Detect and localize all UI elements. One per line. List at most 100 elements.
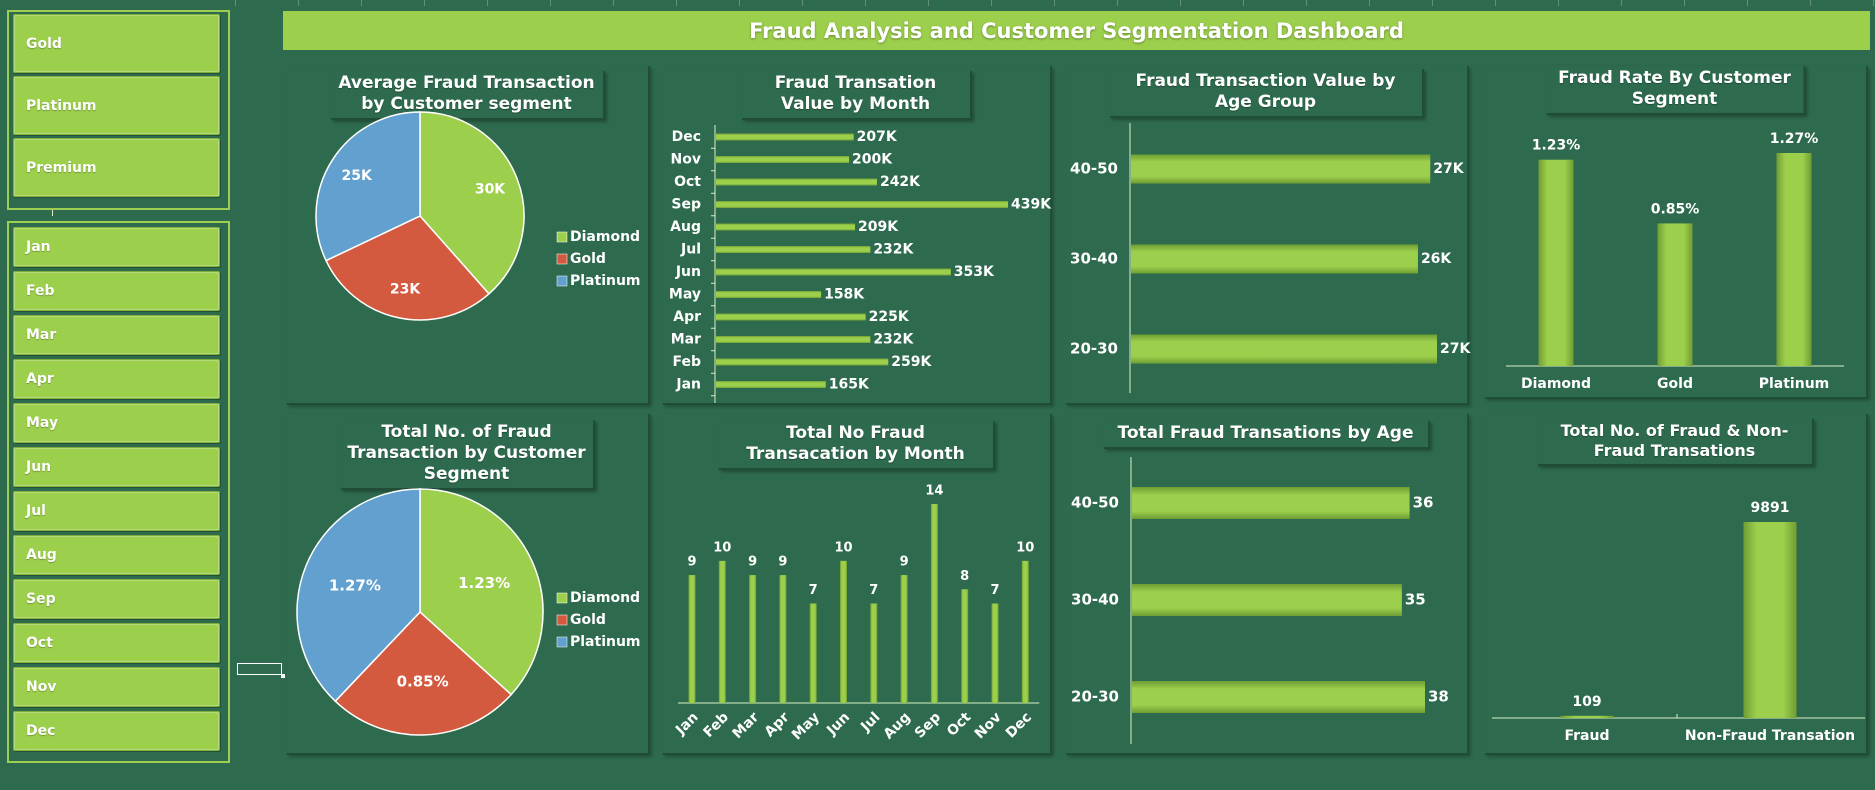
dashboard-title: Fraud Analysis and Customer Segmentation…	[283, 11, 1870, 50]
slicer-item-apr[interactable]: Apr	[13, 359, 220, 399]
bar-20-30[interactable]	[1131, 334, 1437, 364]
legend-swatch-platinum	[556, 275, 568, 287]
category-label-dec: Dec	[1003, 709, 1035, 741]
value-label-jun: 353K	[954, 264, 995, 280]
slicer-item-premium[interactable]: Premium	[13, 138, 220, 197]
category-label-gold: Gold	[1657, 376, 1693, 392]
bar-feb[interactable]	[718, 560, 726, 703]
bar-dec[interactable]	[716, 133, 854, 141]
category-label-apr: Apr	[762, 709, 793, 740]
bar-jul[interactable]	[870, 603, 878, 704]
pie-label-platinum: 25K	[342, 168, 373, 184]
bar-mar[interactable]	[716, 336, 871, 343]
chart-title: Total No. of Fraud & Non-Fraud Transatio…	[1537, 419, 1814, 466]
slicer-item-platinum[interactable]: Platinum	[13, 76, 220, 135]
bar-diamond[interactable]	[1538, 159, 1574, 366]
pie-slice-diamond[interactable]	[419, 488, 544, 696]
chart-avg-fraud-pie[interactable]: Average Fraud Transaction by Customer se…	[287, 66, 650, 405]
value-label-oct: 8	[960, 569, 969, 584]
bar-dec[interactable]	[1021, 560, 1029, 703]
value-label-platinum: 1.27%	[1770, 131, 1819, 147]
value-label-gold: 0.85%	[1651, 201, 1700, 217]
chart-total-fraud-pie[interactable]: Total No. of Fraud Transaction by Custom…	[287, 414, 650, 755]
category-label-non-fraud-transation: Non-Fraud Transation	[1685, 728, 1855, 744]
selected-cell[interactable]	[237, 663, 285, 678]
slicer-item-jun[interactable]: Jun	[13, 447, 220, 487]
chart-title: Fraud Transation Value by Month	[741, 71, 972, 120]
value-label-nov: 200K	[852, 152, 893, 168]
category-label-aug: Aug	[881, 709, 914, 742]
pie-slice-platinum[interactable]	[296, 488, 421, 703]
pie-slice-diamond[interactable]	[419, 111, 525, 295]
bar-gold[interactable]	[1657, 223, 1693, 366]
value-label-30-40: 35	[1405, 591, 1426, 609]
slicer-item-may[interactable]: May	[13, 403, 220, 443]
slicer-item-aug[interactable]: Aug	[13, 535, 220, 575]
bar-30-40[interactable]	[1132, 584, 1402, 616]
bar-may[interactable]	[716, 291, 822, 298]
bar-oct[interactable]	[716, 178, 877, 186]
bar-apr[interactable]	[779, 575, 787, 703]
avg-fraud-pie-svg: 30K 23K 25K Diamond Gold Platinum	[315, 111, 641, 321]
bar-jul[interactable]	[716, 246, 871, 253]
legend-swatch-gold	[556, 253, 568, 265]
bar-sep[interactable]	[716, 201, 1008, 208]
bar-nov[interactable]	[716, 156, 850, 163]
chart-title: Fraud Rate By Customer Segment	[1546, 66, 1805, 115]
value-label-jun: 10	[834, 540, 852, 555]
bar-oct[interactable]	[961, 589, 969, 703]
fraud-count-age-svg: 40-50 36 30-40 35 20-30 38	[1071, 457, 1449, 744]
value-label-jan: 165K	[829, 377, 870, 393]
bar-30-40[interactable]	[1131, 244, 1418, 274]
chart-fraud-value-age[interactable]: Fraud Transaction Value by Age Group 40-…	[1066, 66, 1471, 405]
chart-fraud-value-month[interactable]: Fraud Transation Value by Month Dec 207K N…	[663, 66, 1052, 405]
category-label-30-40: 30-40	[1071, 591, 1119, 609]
bar-40-50[interactable]	[1131, 154, 1431, 184]
bar-non-fraud-transation[interactable]	[1743, 522, 1797, 718]
bar-jan[interactable]	[688, 575, 696, 703]
slicer-item-mar[interactable]: Mar	[13, 315, 220, 355]
bar-jun[interactable]	[716, 268, 951, 276]
bar-platinum[interactable]	[1776, 153, 1812, 366]
slicer-item-jan[interactable]: Jan	[13, 227, 220, 267]
slicer-item-nov[interactable]: Nov	[13, 667, 220, 707]
category-label-jun: Jun	[823, 709, 853, 739]
chart-title: Average Fraud Transaction by Customer se…	[330, 71, 605, 120]
bar-mar[interactable]	[749, 575, 757, 703]
value-label-diamond: 1.23%	[1532, 138, 1581, 154]
bar-sep[interactable]	[930, 504, 938, 703]
slicer-item-sep[interactable]: Sep	[13, 579, 220, 619]
sheet-gridlines	[235, 0, 1875, 6]
bar-aug[interactable]	[716, 223, 856, 231]
chart-fraud-count-month[interactable]: Total No Fraud Transacation by Month 9 Ja…	[663, 414, 1052, 755]
slicer-item-oct[interactable]: Oct	[13, 623, 220, 663]
bar-40-50[interactable]	[1132, 487, 1410, 519]
slicer-item-dec[interactable]: Dec	[13, 711, 220, 751]
bar-apr[interactable]	[716, 313, 866, 321]
category-label-mar: Mar	[671, 332, 701, 348]
category-label-sep: Sep	[912, 709, 944, 741]
bar-fraud[interactable]	[1560, 715, 1614, 718]
pie-slice-platinum[interactable]	[315, 111, 421, 262]
bar-feb[interactable]	[716, 358, 889, 366]
category-label-jan: Jan	[672, 709, 701, 738]
pie-slice-gold[interactable]	[334, 610, 513, 736]
chart-fraud-count-age[interactable]: Total Fraud Transations by Age 40-50 36 30…	[1066, 414, 1469, 755]
chart-fraud-rate-segment[interactable]: Fraud Rate By Customer Segment 1.23% Diam…	[1485, 66, 1868, 399]
value-label-may: 7	[809, 583, 818, 598]
category-label-40-50: 40-50	[1071, 494, 1119, 512]
slicer-item-jul[interactable]: Jul	[13, 491, 220, 531]
slicer-item-feb[interactable]: Feb	[13, 271, 220, 311]
value-label-oct: 242K	[880, 174, 921, 190]
pie-label-gold: 23K	[390, 281, 421, 297]
chart-fraud-vs-nonfraud[interactable]: Total No. of Fraud & Non-Fraud Transatio…	[1485, 414, 1868, 755]
bar-nov[interactable]	[991, 603, 999, 704]
bar-jun[interactable]	[840, 560, 847, 703]
bar-may[interactable]	[809, 603, 817, 704]
sheet-tick	[52, 210, 53, 216]
bar-20-30[interactable]	[1132, 681, 1425, 713]
category-label-feb: Feb	[672, 354, 701, 370]
slicer-item-gold[interactable]: Gold	[13, 14, 220, 73]
bar-jan[interactable]	[716, 381, 826, 388]
bar-aug[interactable]	[900, 575, 908, 703]
